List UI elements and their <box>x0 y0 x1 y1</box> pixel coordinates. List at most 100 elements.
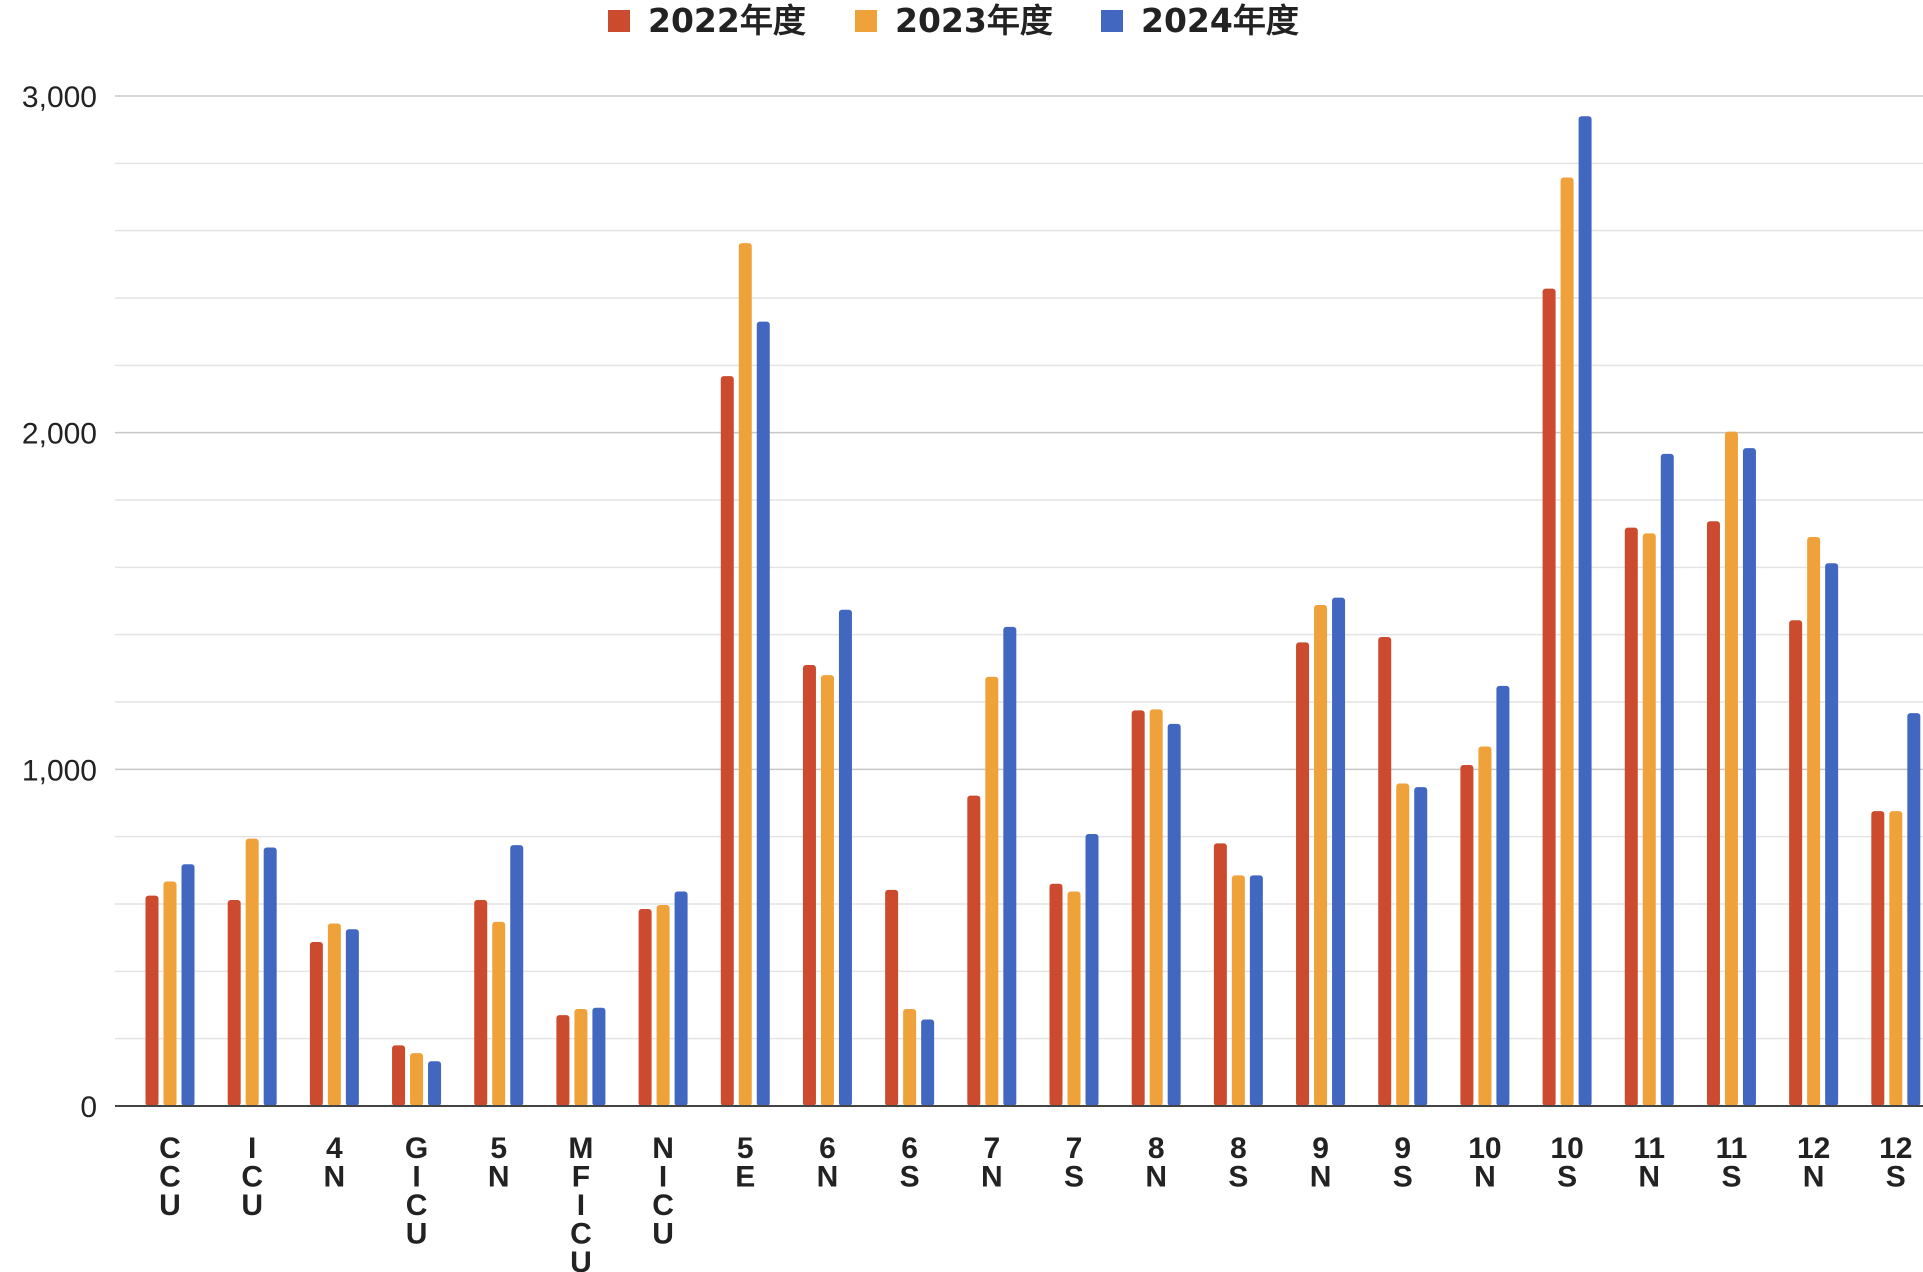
bars <box>145 116 1921 1107</box>
bar <box>1724 431 1738 1106</box>
bar <box>1742 448 1756 1106</box>
bar <box>1378 637 1392 1106</box>
bar <box>245 838 259 1106</box>
bar <box>838 609 852 1106</box>
bar <box>410 1053 424 1106</box>
x-tick-label: 7 <box>1066 1132 1083 1165</box>
bar <box>1642 533 1656 1106</box>
x-tick-label: 6 <box>901 1132 918 1165</box>
x-tick-label: N <box>1638 1161 1660 1194</box>
bar <box>556 1015 570 1106</box>
bar <box>1496 685 1510 1106</box>
bar <box>227 899 241 1106</box>
bar <box>1706 521 1720 1106</box>
x-tick-label: M <box>568 1132 593 1165</box>
bar <box>1249 875 1263 1106</box>
bar <box>145 895 159 1106</box>
bar <box>592 1007 606 1106</box>
x-tick-label: N <box>981 1161 1003 1194</box>
legend-swatch <box>855 10 877 32</box>
x-tick-label: S <box>1557 1161 1577 1194</box>
bar <box>1907 713 1921 1106</box>
bar <box>967 795 981 1106</box>
x-tick-label: I <box>577 1189 585 1222</box>
bar <box>492 921 506 1106</box>
x-tick-label: 10 <box>1550 1132 1583 1165</box>
bar <box>1131 710 1145 1106</box>
x-tick-label: F <box>572 1161 590 1194</box>
x-tick-label: N <box>652 1132 674 1165</box>
bar <box>428 1061 442 1106</box>
bar <box>1332 597 1346 1106</box>
x-tick-label: 8 <box>1230 1132 1247 1165</box>
bar <box>1478 746 1492 1106</box>
bar <box>1067 891 1081 1106</box>
axes: 01,0002,0003,000CCUICU4NGICU5NMFICUNICU5… <box>22 81 1923 1272</box>
legend-swatch <box>608 10 630 32</box>
x-tick-label: S <box>1228 1161 1248 1194</box>
x-tick-label: S <box>1393 1161 1413 1194</box>
x-tick-label: 9 <box>1394 1132 1411 1165</box>
x-tick-label: I <box>412 1161 420 1194</box>
x-tick-label: N <box>1474 1161 1496 1194</box>
x-tick-label: U <box>241 1189 263 1222</box>
bar <box>1414 787 1428 1106</box>
bar <box>1871 811 1885 1106</box>
legend-label: 2023年度 <box>895 1 1053 40</box>
x-tick-label: 10 <box>1468 1132 1501 1165</box>
legend-label: 2022年度 <box>648 1 806 40</box>
x-tick-label: I <box>659 1161 667 1194</box>
x-tick-label: S <box>1721 1161 1741 1194</box>
x-tick-label: 4 <box>326 1132 343 1165</box>
bar <box>510 845 524 1106</box>
y-tick-label: 1,000 <box>22 754 97 787</box>
x-tick-label: 11 <box>1633 1132 1665 1165</box>
bar <box>327 923 341 1106</box>
bar <box>474 899 488 1106</box>
y-tick-label: 3,000 <box>22 81 97 114</box>
bar <box>756 321 770 1107</box>
bar <box>1460 764 1474 1106</box>
bar <box>802 664 816 1106</box>
x-tick-label: U <box>406 1218 428 1251</box>
bar <box>1003 626 1017 1106</box>
bar <box>1231 875 1245 1106</box>
x-tick-label: N <box>1145 1161 1167 1194</box>
bar <box>392 1045 406 1106</box>
x-tick-label: S <box>1064 1161 1084 1194</box>
x-tick-label: C <box>241 1161 263 1194</box>
legend: 2022年度 2023年度 2024年度 <box>608 1 1299 40</box>
x-tick-label: G <box>405 1132 428 1165</box>
bar <box>574 1009 588 1106</box>
bar <box>1314 605 1328 1106</box>
x-tick-label: C <box>406 1189 428 1222</box>
grid-lines <box>115 95 1923 1040</box>
bar <box>163 881 177 1106</box>
y-tick-label: 2,000 <box>22 418 97 451</box>
legend-label: 2024年度 <box>1141 1 1299 40</box>
bar <box>1660 453 1674 1106</box>
bar <box>656 905 670 1106</box>
bar <box>1049 883 1063 1106</box>
bar <box>1578 116 1592 1106</box>
bar <box>674 891 688 1106</box>
x-tick-label: N <box>324 1161 346 1194</box>
bar <box>1560 177 1574 1106</box>
x-tick-label: 12 <box>1797 1132 1830 1165</box>
x-tick-label: 5 <box>737 1132 754 1165</box>
x-tick-label: 11 <box>1716 1132 1748 1165</box>
x-tick-label: I <box>248 1132 256 1165</box>
x-tick-label: U <box>570 1246 592 1272</box>
bar <box>1825 563 1839 1106</box>
bar <box>921 1019 935 1106</box>
bar <box>903 1009 917 1106</box>
bar <box>1889 811 1903 1106</box>
bar <box>1807 537 1821 1106</box>
bar <box>720 376 734 1106</box>
x-tick-label: E <box>735 1161 755 1194</box>
bar <box>1167 723 1181 1106</box>
x-tick-label: 6 <box>819 1132 836 1165</box>
bar <box>1542 288 1556 1106</box>
